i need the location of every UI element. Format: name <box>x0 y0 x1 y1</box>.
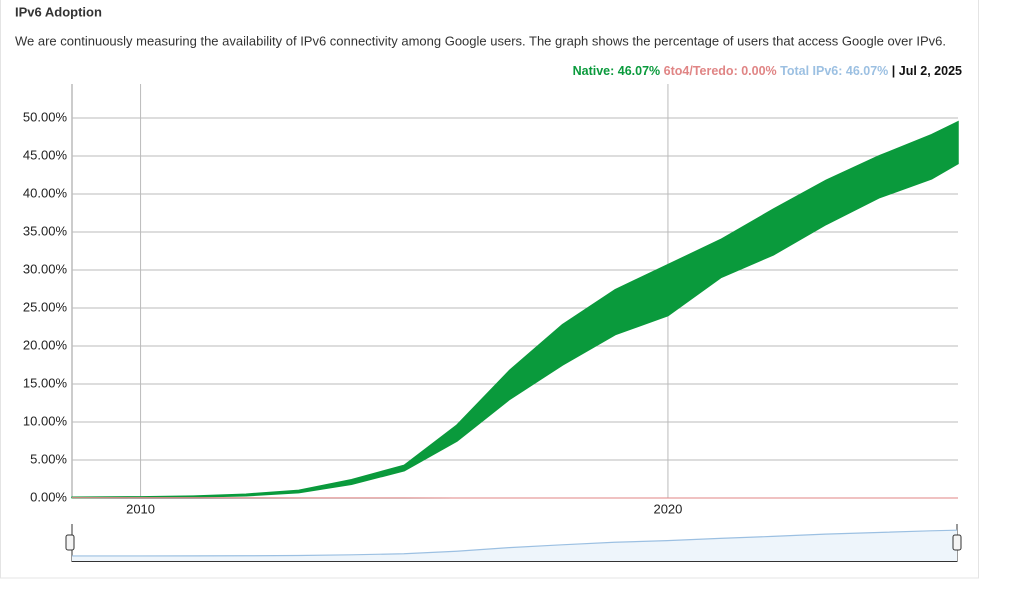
y-tick-label: 30.00% <box>23 261 68 276</box>
navigator-handle[interactable] <box>952 534 962 551</box>
readout: Native: 46.07% 6to4/Teredo: 0.00% Total … <box>573 64 962 78</box>
y-tick-label: 40.00% <box>23 185 68 200</box>
legend-entry: Total IPv6: 46.07% <box>780 64 888 78</box>
readout-date: | Jul 2, 2025 <box>892 64 962 78</box>
y-tick-label: 50.00% <box>23 109 68 124</box>
y-tick-label: 25.00% <box>23 299 68 314</box>
x-tick-label: 2010 <box>126 501 155 516</box>
y-tick-label: 15.00% <box>23 375 68 390</box>
navigator-line <box>71 529 958 557</box>
legend-entry: 6to4/Teredo: 0.00% <box>664 64 777 78</box>
y-tick-label: 20.00% <box>23 337 68 352</box>
y-tick-label: 45.00% <box>23 147 68 162</box>
chart-title: IPv6 Adoption <box>15 4 102 19</box>
y-tick-label: 5.00% <box>30 451 67 466</box>
y-tick-label: 35.00% <box>23 223 68 238</box>
navigator-handle[interactable] <box>65 534 75 551</box>
panel <box>0 0 979 579</box>
x-tick-label: 2020 <box>653 501 682 516</box>
y-tick-label: 10.00% <box>23 413 68 428</box>
y-tick-label: 0.00% <box>30 489 67 504</box>
native-band <box>71 120 959 499</box>
legend-entry: Native: 46.07% <box>573 64 661 78</box>
chart-subtitle: We are continuously measuring the availa… <box>15 33 946 48</box>
